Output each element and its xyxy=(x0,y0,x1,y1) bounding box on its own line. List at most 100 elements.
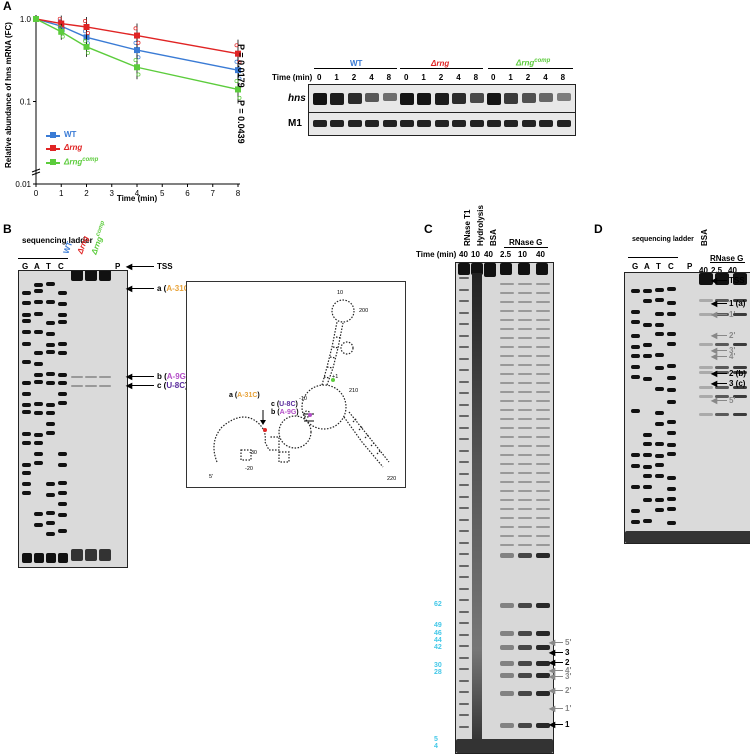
c-faint-band xyxy=(536,436,550,438)
y-tick-label: 1.0 xyxy=(20,15,32,24)
b-ladder-band xyxy=(58,491,67,495)
c-cleavage-band xyxy=(518,603,532,608)
d-ladder-band xyxy=(655,498,664,502)
c-t1-band xyxy=(459,288,469,291)
c-faint-band xyxy=(500,481,514,483)
c-bottom-band xyxy=(456,739,553,753)
c-faint-band xyxy=(500,535,514,537)
c-faint-band xyxy=(536,391,550,393)
c-cleavage-band xyxy=(518,645,532,650)
c-marker-49: 49 xyxy=(434,622,442,629)
c-time-1: 10 xyxy=(471,250,480,259)
d-arrow-line xyxy=(715,335,727,336)
c-arrow-head-icon: ◀ xyxy=(549,648,555,657)
b-site-band xyxy=(99,385,111,387)
replicate-point xyxy=(234,79,239,83)
b-ladder-band xyxy=(46,343,55,347)
c-t1-band xyxy=(459,633,469,636)
c-cleavage-band xyxy=(518,723,532,728)
c-faint-band xyxy=(518,292,532,294)
c-t1-band xyxy=(459,599,469,601)
b-ladder-band xyxy=(46,321,55,325)
c-col-rnase-t1: RNase T1 xyxy=(463,209,472,246)
b-ladder-band xyxy=(58,291,67,295)
d-arrow-label-3: 2' xyxy=(729,331,736,340)
d-ladder-band xyxy=(631,334,640,338)
c-faint-band xyxy=(536,292,550,294)
b-ladder-band xyxy=(34,312,43,316)
d-arrow-label-6: 2 (b) xyxy=(729,369,746,378)
c-arrow-line xyxy=(553,676,563,677)
d-cleavage-band xyxy=(715,299,729,302)
d-ladder-band xyxy=(655,387,664,391)
struct-position-label: 200 xyxy=(359,308,368,314)
b-ladder-band xyxy=(46,411,55,415)
data-point xyxy=(134,32,140,39)
c-faint-band xyxy=(536,526,550,528)
c-cleavage-band xyxy=(518,661,532,666)
c-faint-band xyxy=(536,382,550,384)
d-rnase-g-label: RNase G xyxy=(710,254,744,263)
d-ladder-band xyxy=(631,409,640,413)
c-faint-band xyxy=(518,463,532,465)
c-t1-band xyxy=(459,553,469,555)
c-cleavage-band xyxy=(518,673,532,678)
hns-band xyxy=(487,93,501,105)
c-t1-band xyxy=(459,426,469,429)
c-faint-band xyxy=(518,400,532,402)
m1-band xyxy=(330,120,345,127)
b-ladder-band xyxy=(34,512,43,516)
gel-group-comp-sup: comp xyxy=(534,58,551,64)
d-ladder-band xyxy=(631,509,640,513)
d-arrow-head-icon: ◀ xyxy=(711,352,718,361)
c-faint-band xyxy=(536,517,550,519)
c-time-5: 40 xyxy=(536,250,545,259)
d-cleavage-band xyxy=(699,386,713,389)
c-arrow-label-5: 2' xyxy=(565,686,572,695)
d-ladder-band xyxy=(667,452,676,456)
b-ladder-band xyxy=(46,282,55,286)
c-faint-band xyxy=(518,391,532,393)
d-cleavage-band xyxy=(699,343,713,346)
d-ladder-band xyxy=(631,485,640,489)
c-marker-46: 46 xyxy=(434,630,442,637)
replicate-point xyxy=(57,25,62,29)
c-faint-band xyxy=(536,544,550,546)
d-ladder-band xyxy=(655,508,664,512)
c-t1-band xyxy=(459,702,469,705)
c-t1-band xyxy=(459,656,469,659)
c-faint-band xyxy=(536,373,550,375)
data-point xyxy=(235,67,241,74)
c-t1-band xyxy=(459,449,469,452)
b-ladder-band xyxy=(22,342,31,346)
c-cleavage-band xyxy=(518,691,532,696)
c-cleavage-band xyxy=(500,631,514,636)
b-tss-band xyxy=(71,271,83,281)
d-ladder-band xyxy=(631,375,640,379)
c-t1-band xyxy=(459,610,469,613)
d-arrow-head-icon: ◀ xyxy=(711,331,718,340)
c-cleavage-band xyxy=(536,631,550,636)
c-t1-band xyxy=(459,415,469,417)
c-faint-band xyxy=(500,310,514,312)
x-tick-label: 3 xyxy=(110,189,115,198)
b-ladder-band xyxy=(58,342,67,346)
b-arrow-c-icon: ◀ xyxy=(126,381,132,390)
c-marker-30: 30 xyxy=(434,662,442,669)
c-faint-band xyxy=(536,400,550,402)
d-ladder-band xyxy=(643,323,652,327)
c-faint-band xyxy=(500,337,514,339)
d-arrow-label-4: 3' xyxy=(729,346,736,355)
m1-band xyxy=(400,120,414,127)
b-ladder-band xyxy=(34,452,43,456)
gel-time-14: 8 xyxy=(560,73,566,82)
c-t1-band xyxy=(459,403,469,406)
d-ladder-band xyxy=(655,454,664,458)
b-lane-comp-sup: comp xyxy=(95,220,107,238)
d-arrow-label-1: 1 (a) xyxy=(729,299,746,308)
c-t1-band xyxy=(459,518,469,521)
b-ladder-band xyxy=(34,411,43,415)
c-faint-band xyxy=(536,499,550,501)
c-faint-band xyxy=(518,355,532,357)
d-cleavage-band xyxy=(733,386,747,389)
